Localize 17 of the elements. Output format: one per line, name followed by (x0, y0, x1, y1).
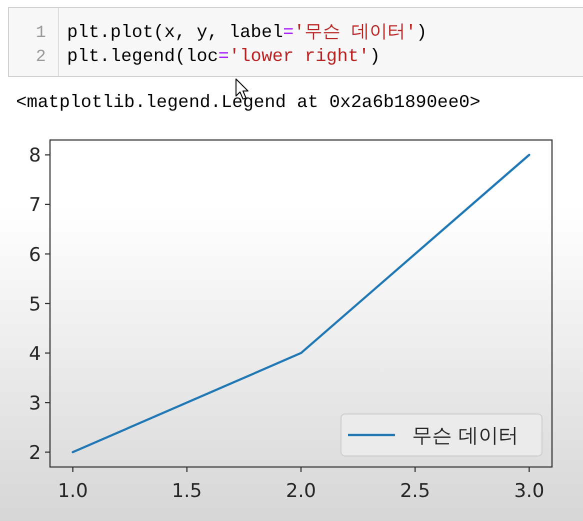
x-tick-label: 1.0 (58, 480, 88, 502)
y-tick-label: 7 (28, 194, 41, 216)
text: 1 (36, 24, 46, 43)
x-tick-label: 2.5 (400, 480, 430, 502)
x-tick-label: 2.0 (286, 480, 316, 502)
text: plt.legend(loc='lower right') (67, 47, 380, 67)
y-tick-label: 2 (28, 442, 41, 464)
x-tick-label: 1.5 (172, 480, 202, 502)
y-tick-label: 4 (28, 342, 41, 365)
text: plt.plot(x, y, label='무슨 데이터') (67, 23, 428, 43)
y-tick-label: 3 (28, 392, 41, 414)
y-tick-label: 6 (28, 244, 41, 266)
y-tick-label: 8 (28, 144, 41, 167)
x-tick-label: 3.0 (514, 480, 544, 502)
y-tick-label: 5 (28, 293, 41, 316)
text: <matplotlib.legend.Legend at 0x2a6b1890ee0> (16, 93, 480, 113)
legend-label: 무슨 데이터 (412, 423, 518, 448)
